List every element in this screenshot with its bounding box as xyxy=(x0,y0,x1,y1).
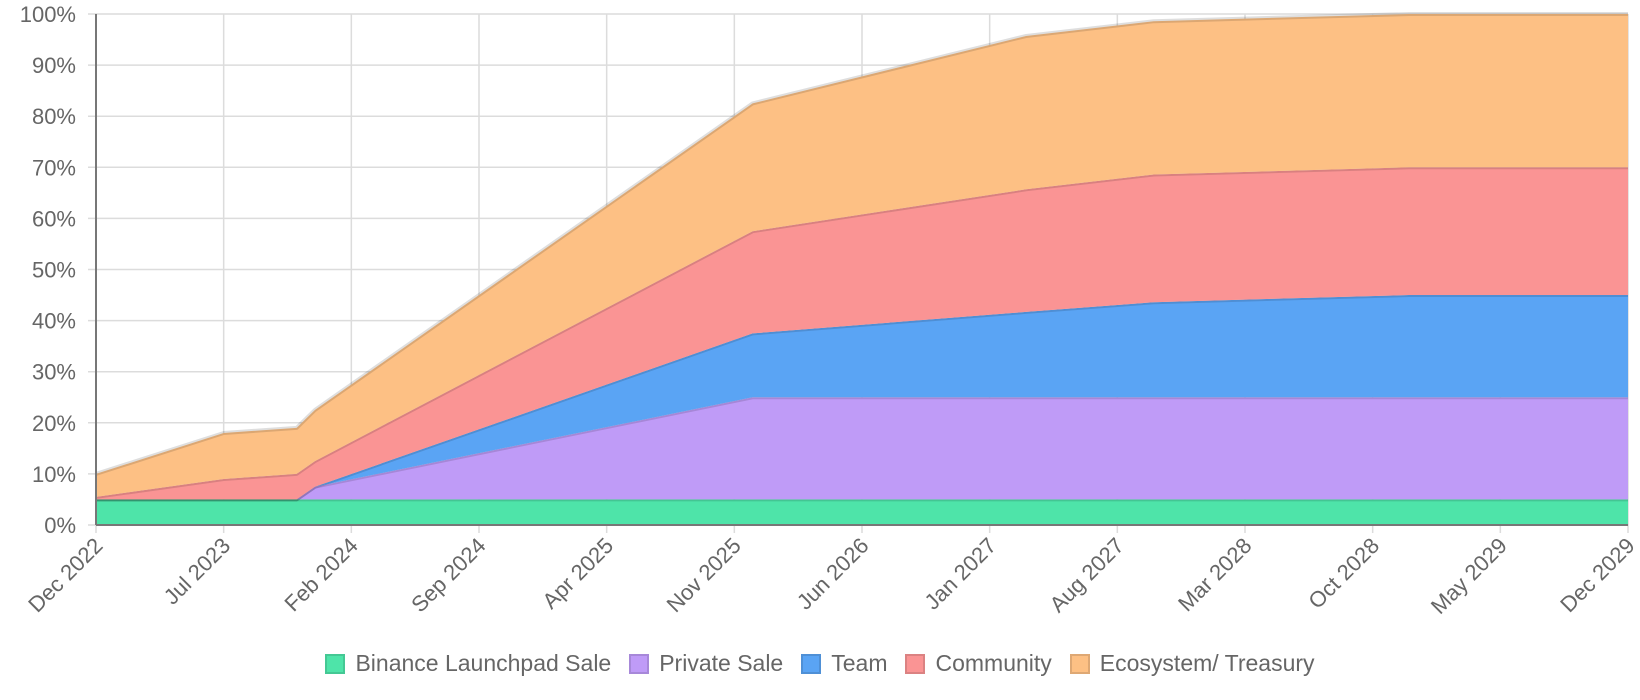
chart-legend: Binance Launchpad Sale Private Sale Team Co… xyxy=(0,650,1640,677)
x-tick-label: Dec 2022 xyxy=(23,533,107,617)
x-tick-label: Feb 2024 xyxy=(279,533,362,616)
x-tick-label: Apr 2025 xyxy=(537,533,618,614)
area-community xyxy=(96,167,1628,500)
legend-label: Community xyxy=(935,650,1052,676)
y-tick-label: 30% xyxy=(32,360,76,385)
y-tick-label: 50% xyxy=(32,258,76,283)
area-ecosystem-treasury xyxy=(96,14,1628,497)
legend-swatch xyxy=(325,653,346,674)
legend-swatch xyxy=(629,653,650,674)
y-tick-label: 80% xyxy=(32,104,76,129)
y-tick-label: 10% xyxy=(32,462,76,487)
y-tick-label: 60% xyxy=(32,206,76,231)
y-tick-label: 100% xyxy=(20,2,76,27)
legend-swatch xyxy=(905,653,926,674)
legend-item[interactable]: Community xyxy=(905,650,1052,677)
x-tick-label: Aug 2027 xyxy=(1045,533,1129,617)
legend-item[interactable]: Team xyxy=(801,650,887,677)
x-tick-label: Sep 2024 xyxy=(406,533,490,617)
legend-label: Private Sale xyxy=(659,650,784,676)
y-tick-label: 90% xyxy=(32,53,76,78)
x-tick-label: Jun 2026 xyxy=(792,533,874,615)
area-private-sale xyxy=(96,397,1628,500)
legend-swatch xyxy=(1069,653,1090,674)
legend-item[interactable]: Private Sale xyxy=(629,650,783,677)
x-tick-label: Oct 2028 xyxy=(1303,533,1384,614)
y-tick-label: 20% xyxy=(32,411,76,436)
x-tick-label: Jan 2027 xyxy=(920,533,1002,615)
area-binance-launchpad-sale xyxy=(96,499,1628,525)
x-tick-label: Nov 2025 xyxy=(662,533,746,617)
y-tick-label: 70% xyxy=(32,155,76,180)
x-tick-label: May 2029 xyxy=(1426,533,1512,619)
legend-swatch xyxy=(801,653,822,674)
y-tick-label: 0% xyxy=(44,513,76,538)
x-tick-label: Dec 2029 xyxy=(1555,533,1639,617)
y-tick-label: 40% xyxy=(32,309,76,334)
legend-item[interactable]: Ecosystem/ Treasury xyxy=(1069,650,1315,677)
x-tick-label: Jul 2023 xyxy=(159,533,236,610)
x-tick-label: Mar 2028 xyxy=(1173,533,1256,616)
series-line-ecosystem-treasury xyxy=(95,12,1628,476)
legend-item[interactable]: Binance Launchpad Sale xyxy=(325,650,611,677)
legend-label: Team xyxy=(831,650,888,676)
legend-label: Binance Launchpad Sale xyxy=(355,650,612,676)
legend-label: Ecosystem/ Treasury xyxy=(1099,650,1315,676)
area-team xyxy=(96,295,1628,500)
